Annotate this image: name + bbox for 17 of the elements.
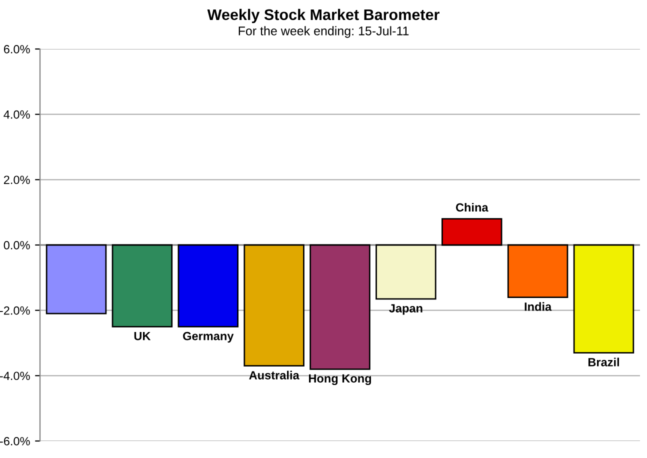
- y-tick-label: 6.0%: [4, 45, 30, 54]
- x-tick-label: Australia: [249, 370, 300, 380]
- x-tick-label: Hong Kong: [308, 374, 372, 386]
- y-tick-label: 0.0%: [4, 241, 30, 250]
- chart-title: Weekly Stock Market Barometer: [207, 8, 440, 24]
- chart-subtitle: For the week ending: 15-Jul-11: [238, 26, 409, 38]
- x-tick-label: Japan: [389, 304, 422, 315]
- x-tick-label: India: [524, 302, 552, 311]
- y-tick-label: -2.0%: [0, 306, 30, 315]
- x-tick-label: China: [456, 202, 488, 212]
- y-tick-label: 2.0%: [4, 176, 30, 184]
- x-tick-label: Germany: [183, 332, 234, 343]
- x-tick-label: UK: [134, 332, 151, 340]
- x-tick-label: Brazil: [588, 358, 619, 366]
- y-tick-label: -4.0%: [0, 372, 30, 380]
- y-tick-label: 4.0%: [4, 110, 30, 119]
- y-tick-label: -6.0%: [0, 437, 30, 446]
